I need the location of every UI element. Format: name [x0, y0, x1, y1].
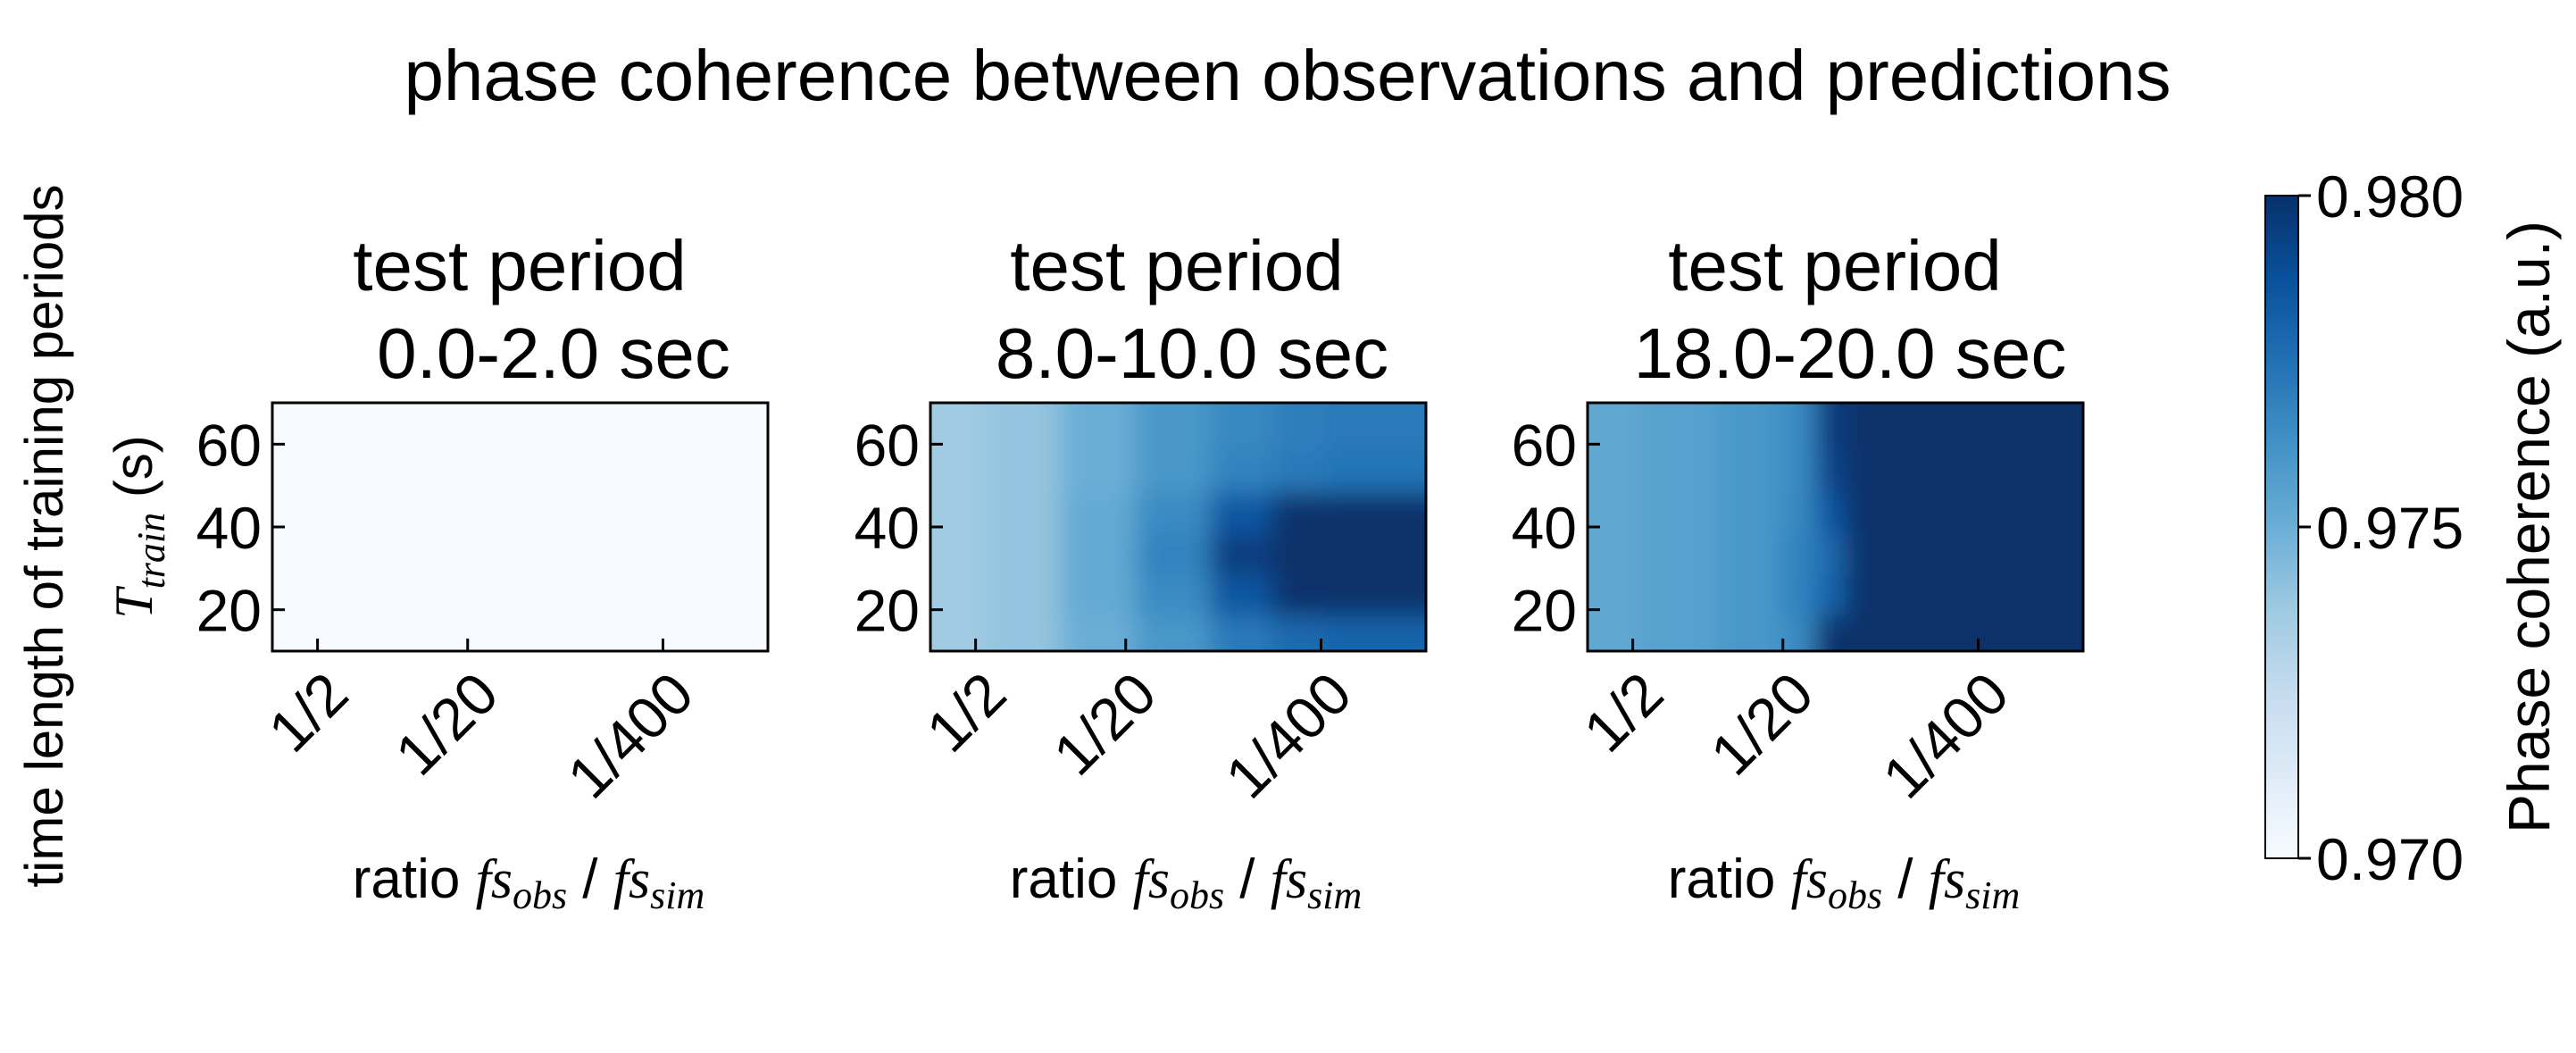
- y-tick-label: 20: [854, 578, 920, 644]
- heatmap-cell: [2004, 403, 2083, 452]
- y-tick-label: 20: [196, 578, 262, 644]
- x-tick-label: 1/2: [913, 660, 1018, 765]
- panel-2-xlabel-sep: /: [1224, 848, 1271, 910]
- panel-1-xlabel-prefix: ratio: [353, 848, 476, 910]
- panel-2-title-line1: test period: [1010, 226, 1344, 305]
- y-tick-label: 40: [1512, 495, 1577, 561]
- panel-1-xlabel-den-sub: sim: [650, 873, 704, 917]
- colorbar-label: Phase coherence (a.u.): [2496, 221, 2562, 833]
- x-tick-label: 1/2: [1571, 660, 1675, 765]
- y-tick-label: 20: [1512, 578, 1577, 644]
- panel-2-x-axis-label: ratio fsobs / fssim: [1010, 848, 1363, 917]
- panel-3-xlabel-num-sub: obs: [1828, 873, 1882, 917]
- heatmap-panel-1: test period 0.0-2.0 sec 20 40 60 1/2 1/20 1/4…: [196, 226, 770, 917]
- x-tick-label: 1/20: [1040, 660, 1168, 788]
- heatmap-cell: [688, 403, 768, 555]
- panel-2-xlabel-den: fs: [1271, 849, 1307, 910]
- colorbar-tick-label: 0.980: [2316, 163, 2463, 230]
- colorbar: Phase coherence (a.u.) 0.970 0.975 0.980: [2264, 163, 2562, 892]
- panel-2-xlabel-num: fs: [1133, 849, 1170, 910]
- panel-1-x-axis-label: ratio fsobs / fssim: [353, 848, 705, 917]
- panel-1-title-line1: test period: [353, 226, 687, 305]
- panel-2-title-line2: 8.0-10.0 sec: [996, 313, 1388, 393]
- heatmap-cells: [930, 403, 1426, 651]
- x-tick-label: 1/20: [382, 660, 510, 788]
- panel-2-xlabel-num-sub: obs: [1170, 873, 1224, 917]
- panel-1-xlabel-den: fs: [613, 849, 650, 910]
- figure-title: phase coherence between observations and…: [404, 36, 2171, 115]
- y-tick-label: 60: [196, 412, 262, 478]
- heatmap-panel-2: test period 8.0-10.0 sec 20 40 60 1/2 1/20 1/…: [854, 226, 1428, 917]
- colorbar-tick-label: 0.975: [2316, 495, 2463, 561]
- x-tick-label: 1/400: [1870, 660, 2021, 811]
- y-tick-label: 40: [854, 495, 920, 561]
- panel-1-plot: 20 40 60 1/2 1/20 1/400: [196, 401, 770, 811]
- panel-3-x-axis-label: ratio fsobs / fssim: [1668, 848, 2021, 917]
- heatmap-panel-3: test period 18.0-20.0 sec 20 40 60 1/2 1/20 1…: [1512, 226, 2085, 917]
- y-tick-label: 60: [1512, 412, 1577, 478]
- y-var-sub: train: [129, 513, 173, 589]
- y-var: T: [104, 586, 163, 619]
- panel-3-title-line2: 18.0-20.0 sec: [1634, 313, 2067, 393]
- panel-3-xlabel-den-sub: sim: [1965, 873, 2020, 917]
- panel-2-xlabel-prefix: ratio: [1010, 848, 1133, 910]
- y-axis-label: time length of training periods: [14, 184, 74, 887]
- colorbar-gradient: [2264, 195, 2299, 859]
- panel-1-xlabel-num-sub: obs: [513, 873, 567, 917]
- colorbar-tick-label: 0.970: [2316, 826, 2463, 892]
- x-tick-label: 1/20: [1697, 660, 1825, 788]
- panel-3-xlabel-prefix: ratio: [1668, 848, 1791, 910]
- y-tick-label: 40: [196, 495, 262, 561]
- heatmap-cells: [1588, 403, 2083, 651]
- panel-1-xlabel-sep: /: [567, 848, 613, 910]
- panel-3-xlabel-sep: /: [1882, 848, 1929, 910]
- x-tick-label: 1/400: [554, 660, 705, 811]
- panel-1-title-line2: 0.0-2.0 sec: [377, 313, 730, 393]
- y-axis-variable-label: Ttrain (s): [104, 435, 173, 619]
- panel-2-xlabel-den-sub: sim: [1307, 873, 1362, 917]
- heatmap-cells: [272, 403, 768, 651]
- y-unit: (s): [104, 435, 163, 497]
- panel-1-xlabel-num: fs: [476, 849, 513, 910]
- panel-3-plot: 20 40 60 1/2 1/20 1/400: [1512, 401, 2085, 811]
- panel-3-title-line1: test period: [1668, 226, 2002, 305]
- x-tick-label: 1/400: [1213, 660, 1363, 811]
- panel-2-plot: 20 40 60 1/2 1/20 1/400: [854, 401, 1428, 811]
- heatmap-cell: [1376, 403, 1426, 452]
- x-tick-label: 1/2: [255, 660, 360, 765]
- panel-3-xlabel-den: fs: [1929, 849, 1965, 910]
- panel-3-xlabel-num: fs: [1791, 849, 1828, 910]
- y-tick-label: 60: [854, 412, 920, 478]
